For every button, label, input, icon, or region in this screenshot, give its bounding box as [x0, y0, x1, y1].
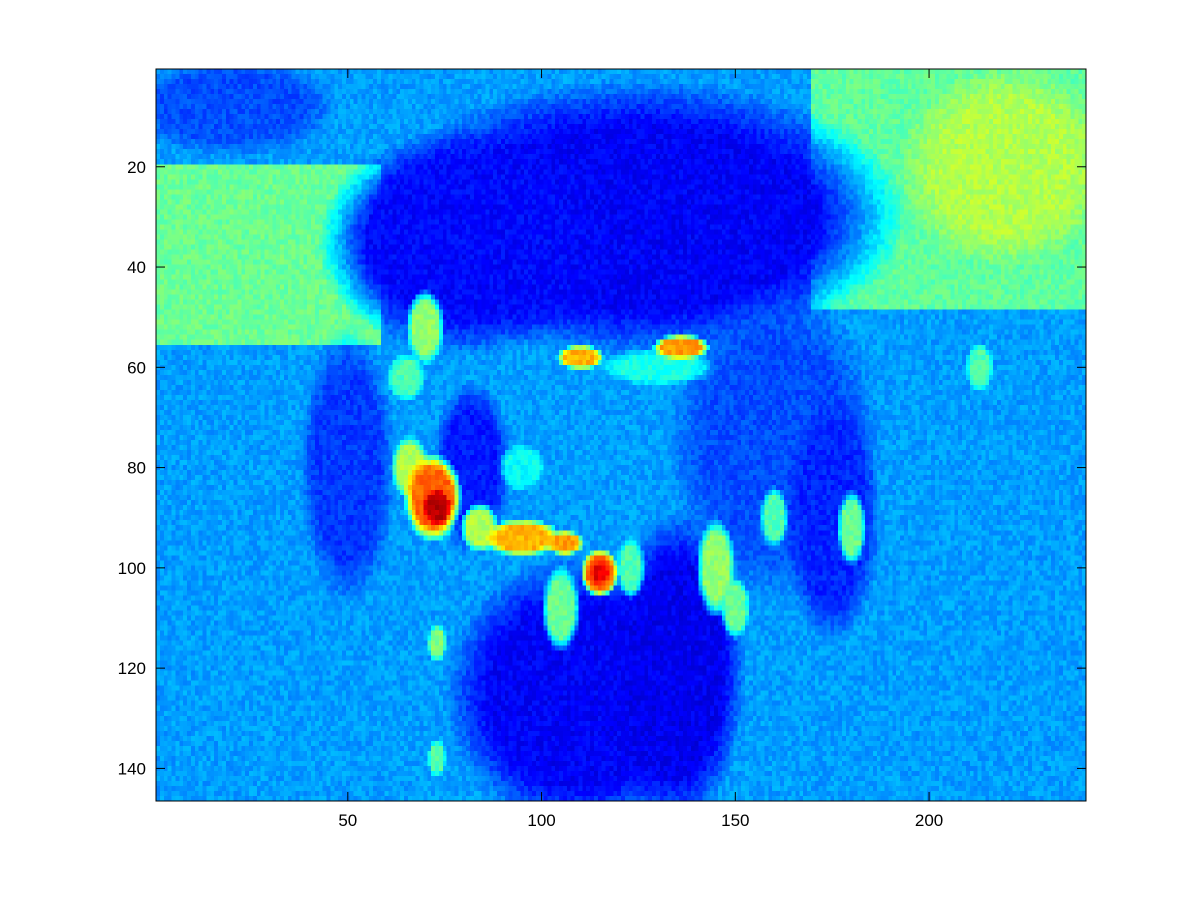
axes-box — [155, 68, 1087, 802]
heatmap-image-area — [156, 69, 1086, 801]
y-tick-label: 60 — [127, 358, 146, 377]
x-tick-label: 150 — [721, 811, 749, 830]
x-tick-label: 100 — [527, 811, 555, 830]
heatmap-image — [156, 69, 1086, 801]
x-axis: 50 100 150 200 — [338, 69, 943, 830]
y-tick-label: 40 — [127, 258, 146, 277]
y-tick-label: 140 — [118, 759, 146, 778]
y-tick-label: 80 — [127, 459, 146, 478]
y-tick-label: 20 — [127, 158, 146, 177]
y-tick-label: 100 — [118, 559, 146, 578]
x-tick-label: 50 — [338, 811, 357, 830]
y-axis: 20 40 60 80 100 120 140 — [118, 158, 1086, 778]
x-tick-label: 200 — [915, 811, 943, 830]
y-tick-label: 120 — [118, 659, 146, 678]
